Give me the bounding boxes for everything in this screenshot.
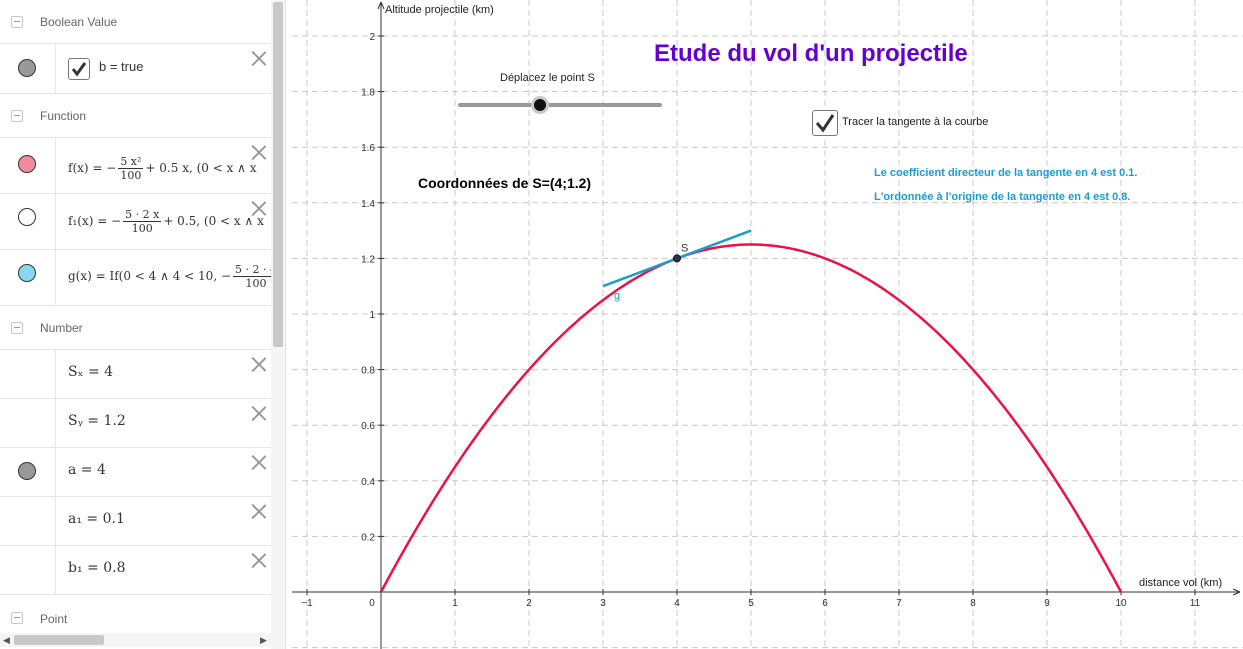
slider-label: Déplacez le point S [500, 72, 595, 84]
tangent-checkbox[interactable] [812, 110, 838, 136]
graphics-view[interactable]: −1 0 1 2 3 4 5 6 7 8 9 10 11 0.2 0.4 0.6 0.8 1 1.2 1.4 1.6 1.… [292, 0, 1243, 649]
visibility-toggle-icon[interactable] [18, 462, 36, 480]
slider-track[interactable] [458, 103, 662, 107]
x-tick-label: 4 [674, 598, 680, 609]
algebra-row-f1[interactable]: f₁(x) = −5 · 2 x 100 + 0.5, (0 < x ∧ x [0, 194, 271, 250]
x-tick-label: 9 [1044, 598, 1050, 609]
graph-title: Etude du vol d'un projectile [654, 40, 968, 67]
x-tick-label: −1 [301, 598, 313, 609]
point-slider[interactable] [458, 96, 662, 114]
scroll-right-icon[interactable]: ▶ [260, 635, 267, 645]
collapse-icon[interactable] [11, 322, 23, 334]
scroll-left-icon[interactable]: ◀ [3, 635, 10, 645]
scroll-thumb[interactable] [14, 635, 104, 645]
view-divider[interactable] [285, 0, 292, 649]
delete-icon[interactable] [251, 200, 267, 216]
x-tick-label: 11 [1190, 598, 1201, 609]
expression-a[interactable]: a = 4 [68, 462, 106, 478]
slope-text: Le coefficient directeur de la tangente … [874, 167, 1138, 179]
algebra-row-g[interactable]: g(x) = If(0 < 4 ∧ 4 < 10, −5 · 2 · 4100 [0, 250, 271, 306]
horizontal-scrollbar[interactable]: ◀ ▶ [0, 633, 271, 647]
y-axis-arrow [377, 1, 385, 10]
y-tick-label: 0.4 [361, 477, 375, 488]
y-tick-label: 1.8 [361, 88, 375, 99]
y-tick-label: 1.6 [361, 143, 375, 154]
section-title: Boolean Value [40, 15, 118, 29]
vertical-scrollbar[interactable] [271, 0, 285, 649]
delete-icon[interactable] [251, 144, 267, 160]
expression-b1[interactable]: b₁ = 0.8 [68, 560, 126, 576]
y-axis-label: Altitude projectile (km) [385, 4, 494, 16]
visibility-toggle-icon[interactable] [18, 59, 36, 77]
x-tick-label: 5 [748, 598, 754, 609]
collapse-icon[interactable] [11, 16, 23, 28]
curve-f [379, 243, 1123, 593]
collapse-icon[interactable] [11, 110, 23, 122]
expression-sx[interactable]: Sₓ = 4 [68, 364, 114, 380]
y-tick-label: 1.4 [361, 199, 375, 210]
y-tick-label: 1 [369, 310, 375, 321]
algebra-row-a1[interactable]: a₁ = 0.1 [0, 497, 271, 546]
section-title: Number [40, 321, 83, 335]
coordinates-text: Coordonnées de S=(4;1.2) [418, 175, 592, 191]
x-tick-label: 7 [896, 598, 902, 609]
delete-icon[interactable] [251, 503, 267, 519]
algebra-row-b[interactable]: b = true [0, 44, 271, 94]
visibility-toggle-icon[interactable] [18, 155, 36, 173]
y-tick-label: 0.2 [361, 532, 375, 543]
expression-a1[interactable]: a₁ = 0.1 [68, 511, 125, 527]
section-title: Function [40, 109, 87, 123]
algebra-row-b1[interactable]: b₁ = 0.8 [0, 546, 271, 595]
expression-b[interactable]: b = true [99, 59, 144, 74]
x-tick-label: 8 [970, 598, 976, 609]
algebra-row-sx[interactable]: Sₓ = 4 [0, 350, 271, 399]
x-tick-label: 10 [1115, 598, 1127, 609]
tangent-label: g [614, 290, 620, 302]
x-axis-label: distance vol (km) [1139, 577, 1223, 589]
expression-sy[interactable]: Sᵧ = 1.2 [68, 413, 126, 429]
x-tick-label: 0 [369, 598, 375, 609]
algebra-row-f[interactable]: f(x) = −5 x² 100 + 0.5 x, (0 < x ∧ x [0, 138, 271, 194]
y-tick-label: 0.6 [361, 421, 375, 432]
delete-icon[interactable] [251, 454, 267, 470]
algebra-row-a[interactable]: a = 4 [0, 448, 271, 497]
expression-f[interactable]: f(x) = −5 x² 100 + 0.5 x, (0 < x ∧ x [68, 155, 257, 182]
checkbox-b[interactable] [68, 58, 90, 80]
section-point[interactable]: Point [0, 596, 271, 640]
algebra-row-sy[interactable]: Sᵧ = 1.2 [0, 399, 271, 448]
x-tick-label: 3 [600, 598, 606, 609]
delete-icon[interactable] [251, 405, 267, 421]
collapse-icon[interactable] [11, 612, 23, 624]
expression-g[interactable]: g(x) = If(0 < 4 ∧ 4 < 10, −5 · 2 · 4100 [68, 263, 271, 290]
plot-canvas[interactable]: −1 0 1 2 3 4 5 6 7 8 9 10 11 0.2 0.4 0.6 0.8 1 1.2 1.4 1.6 1.… [292, 0, 1243, 649]
slider-knob[interactable] [530, 96, 549, 114]
expression-f1[interactable]: f₁(x) = −5 · 2 x 100 + 0.5, (0 < x ∧ x [68, 208, 264, 235]
scroll-thumb[interactable] [273, 2, 283, 347]
delete-icon[interactable] [251, 50, 267, 66]
delete-icon[interactable] [251, 356, 267, 372]
x-axis-arrow [1232, 588, 1241, 596]
y-tick-label: 2 [369, 32, 375, 43]
y-tick-label: 0.8 [361, 366, 375, 377]
y-tick-label: 1.2 [361, 254, 375, 265]
point-s[interactable] [673, 254, 681, 263]
delete-icon[interactable] [251, 552, 267, 568]
section-title: Point [40, 612, 68, 626]
algebra-view: Boolean Value b = true Function f(x) = −… [0, 0, 271, 649]
visibility-toggle-icon[interactable] [18, 264, 36, 282]
x-tick-label: 1 [452, 598, 458, 609]
point-s-label: S [681, 242, 688, 254]
x-tick-label: 6 [822, 598, 828, 609]
tangent-checkbox-label[interactable]: Tracer la tangente à la courbe [842, 116, 989, 128]
section-function[interactable]: Function [0, 94, 271, 138]
visibility-toggle-icon[interactable] [18, 208, 36, 226]
x-tick-label: 2 [526, 598, 532, 609]
section-number[interactable]: Number [0, 306, 271, 350]
intercept-text: L'ordonnée à l'origine de la tangente en… [874, 191, 1131, 203]
section-boolean-value[interactable]: Boolean Value [0, 0, 271, 44]
